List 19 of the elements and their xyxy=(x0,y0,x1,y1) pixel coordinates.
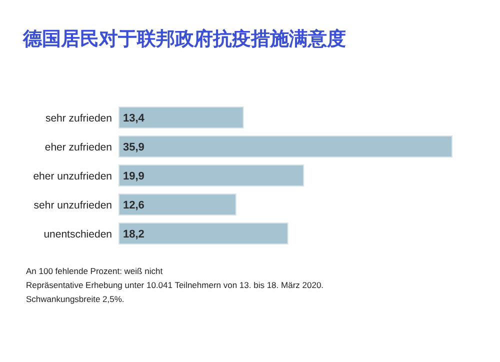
text: An 100 fehlende Prozent: weiß nicht xyxy=(26,266,164,276)
bar xyxy=(118,194,236,216)
y-tick-label: sehr zufrieden xyxy=(45,112,112,124)
y-tick-label: eher zufrieden xyxy=(44,142,112,154)
data-label: 13,4 xyxy=(123,112,146,124)
bar xyxy=(118,222,288,244)
y-tick-label: eher unzufrieden xyxy=(33,170,112,182)
data-label: 12,6 xyxy=(123,200,144,212)
text: Schwankungsbreite 2,5%. xyxy=(26,294,124,304)
chart-title: 德国居民对于联邦政府抗疫措施满意度 xyxy=(22,28,346,50)
data-label: 35,9 xyxy=(123,142,144,154)
data-label: 19,9 xyxy=(123,170,144,182)
y-tick-label: unentschieden xyxy=(44,228,112,240)
bar xyxy=(118,136,452,158)
bar xyxy=(118,164,304,186)
y-tick-label: sehr unzufrieden xyxy=(34,200,112,212)
text: Repräsentative Erhebung unter 10.041 Teilnehmern von 13. bis 18. März 2020. xyxy=(26,280,324,290)
bar xyxy=(118,106,244,128)
data-label: 18,2 xyxy=(123,228,144,240)
